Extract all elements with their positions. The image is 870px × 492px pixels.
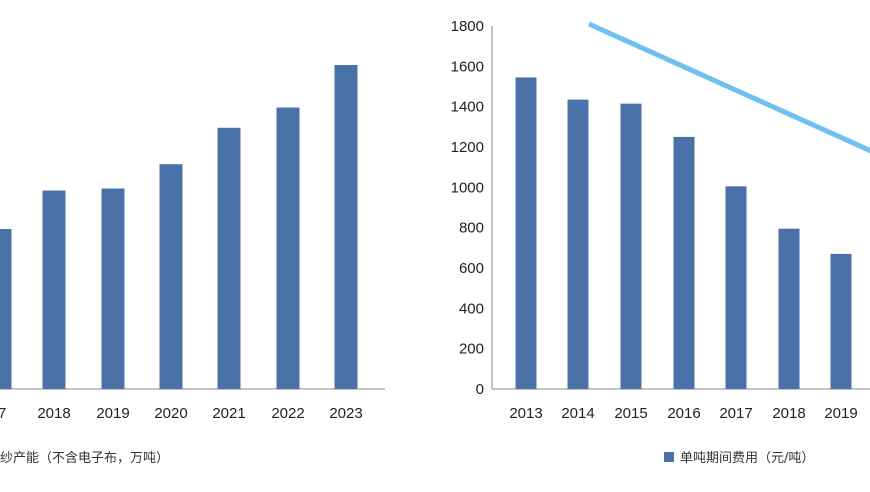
right-y-tick-labels: 0 200 400 600 800 1000 1200 1400 1600 1800 [451,18,484,398]
left-bar-2022 [276,107,300,390]
right-y-tick-1000: 1000 [451,179,484,196]
right-bar-2017 [725,186,747,389]
right-bars-group [515,77,852,390]
left-x-tick-2018: 2018 [37,405,70,422]
right-legend-label: 单吨期间费用（元/吨） [680,451,814,466]
left-bar-2020 [159,164,183,389]
left-bar-2023 [334,65,358,389]
right-bar-2016 [673,136,695,389]
left-x-tick-2021: 2021 [212,405,245,422]
left-bar-2017 [0,229,12,389]
right-x-tick-2018: 2018 [772,405,805,422]
left-x-tick-2022: 2022 [271,405,304,422]
right-y-tick-800: 800 [459,220,484,237]
right-x-tick-2014: 2014 [561,405,594,422]
right-y-tick-1200: 1200 [451,139,484,156]
right-bar-2018 [778,228,800,389]
right-x-tick-2016: 2016 [667,405,700,422]
left-bars-group [0,65,358,390]
right-x-tick-labels: 2013 2014 2015 2016 2017 2018 2019 [509,405,857,422]
left-x-tick-2023: 2023 [329,405,362,422]
right-bar-2019 [830,253,852,389]
right-bar-2015 [620,103,642,390]
right-y-tick-200: 200 [459,341,484,358]
right-legend-swatch [664,452,674,462]
left-x-tick-2020: 2020 [154,405,187,422]
right-bar-2014 [567,99,589,389]
right-y-tick-600: 600 [459,260,484,277]
right-y-tick-0: 0 [476,381,484,398]
left-x-tick-2017: 17 [0,405,6,422]
right-x-tick-2015: 2015 [614,405,647,422]
right-y-tick-1600: 1600 [451,58,484,75]
trend-line [587,21,870,154]
left-bar-2021 [217,127,241,390]
left-bar-2019 [101,188,125,389]
left-bar-2018 [42,190,66,389]
right-x-tick-2013: 2013 [509,405,542,422]
right-x-tick-2017: 2017 [719,405,752,422]
left-x-tick-2019: 2019 [96,405,129,422]
right-y-tick-1400: 1400 [451,99,484,116]
left-x-tick-labels: 17 2018 2019 2020 2021 2022 2023 [0,405,363,422]
left-legend-label: 纱产能（不含电子布，万吨） [0,450,169,466]
right-x-tick-2019: 2019 [824,405,857,422]
right-bar-2013 [515,77,537,390]
left-capacity-chart: 17 2018 2019 2020 2021 2022 2023 纱产能（不含电子布，万吨） [0,65,385,466]
right-y-tick-400: 400 [459,300,484,317]
right-y-tick-1800: 1800 [451,18,484,35]
